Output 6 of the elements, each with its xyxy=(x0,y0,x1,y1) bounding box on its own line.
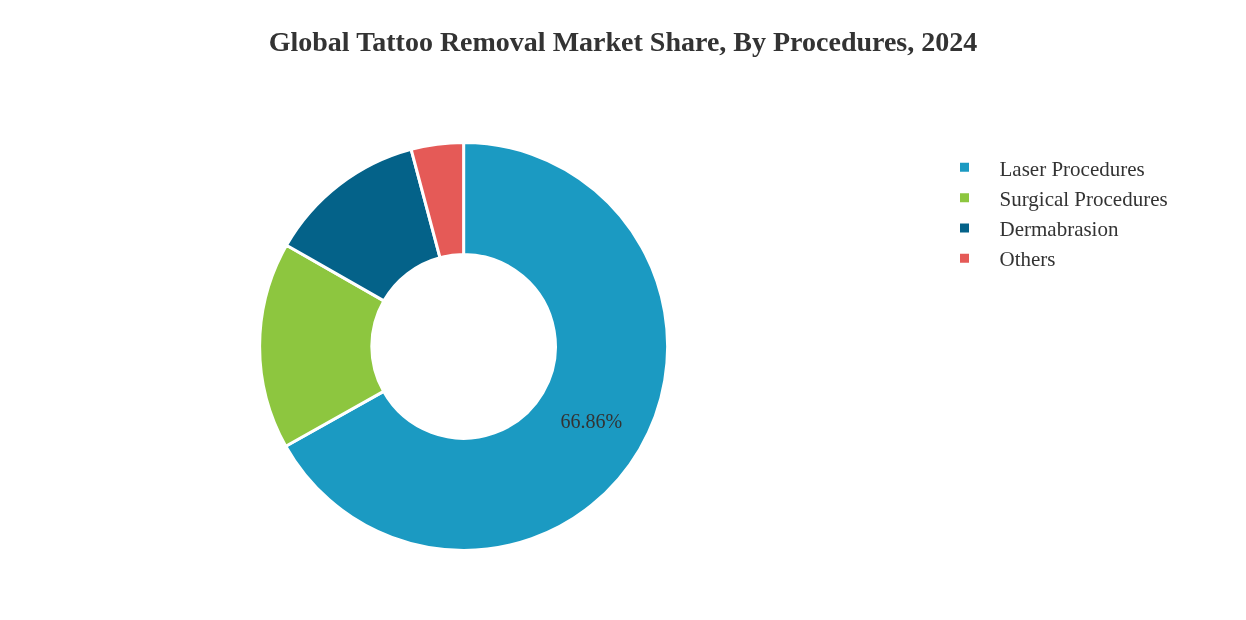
legend-label: Others xyxy=(999,247,1056,272)
legend-label: Surgical Procedures xyxy=(999,186,1168,211)
chart-title: Global Tattoo Removal Market Share, By Procedures, 2024 xyxy=(268,25,978,57)
data-label: 66.86% xyxy=(560,410,623,433)
legend-label: Laser Procedures xyxy=(999,156,1145,181)
legend-label: Dermabrasion xyxy=(999,217,1119,242)
